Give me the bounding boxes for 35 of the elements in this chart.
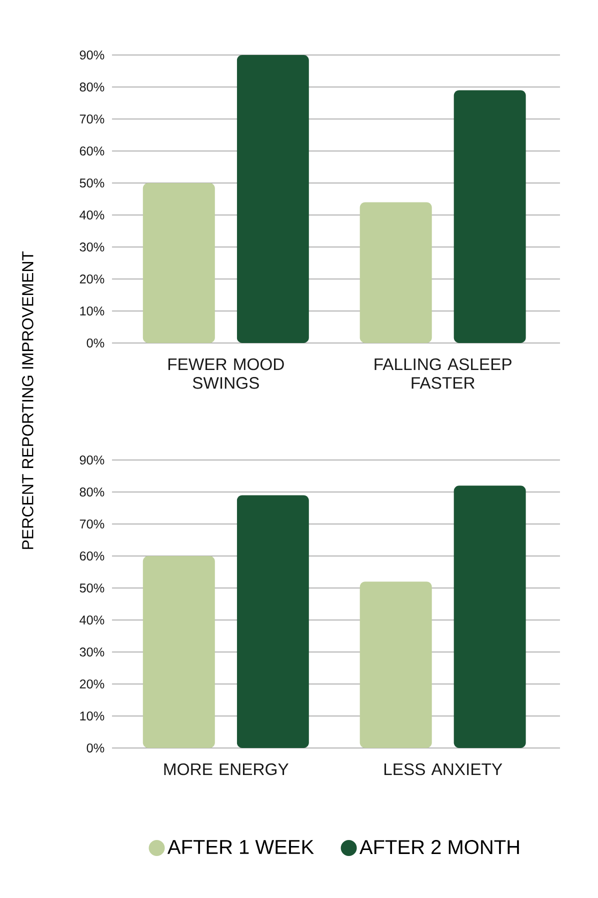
y-tick-label: 70% (80, 114, 104, 124)
x-tick-label: FEWER MOOD SWINGS (168, 358, 284, 389)
bar (236, 55, 309, 343)
y-tick-label: 60% (80, 146, 104, 156)
bar (360, 582, 432, 748)
bar (236, 495, 309, 748)
y-tick-label: 90% (80, 456, 104, 464)
y-tick-label: 80% (80, 82, 104, 92)
y-tick-label: 20% (80, 680, 104, 688)
x-tick-label: FALLING ASLEEP FASTER (374, 358, 512, 389)
x-tick-label: LESS ANXIETY (384, 763, 502, 776)
y-tick-label: 90% (80, 50, 104, 60)
y-tick-label: 10% (80, 712, 104, 720)
y-tick-label: 40% (80, 210, 104, 220)
y-tick-label: 50% (80, 178, 104, 188)
bar (142, 556, 215, 748)
y-tick-label: 0% (86, 744, 104, 752)
y-tick-label: 20% (80, 274, 104, 284)
y-tick-label: 70% (80, 520, 104, 528)
y-tick-label: 30% (80, 242, 104, 252)
y-tick-label: 40% (80, 616, 104, 624)
y-tick-label: 10% (80, 306, 104, 316)
legend-label: AFTER 2 MONTH (359, 840, 519, 854)
bar (142, 183, 215, 343)
bar (454, 486, 526, 748)
y-tick-label: 60% (80, 552, 104, 560)
y-axis-title: PERCENT REPORTING IMPROVEMENT (22, 251, 34, 549)
y-tick-label: 80% (80, 488, 104, 496)
y-tick-label: 50% (80, 584, 104, 592)
y-tick-label: 30% (80, 648, 104, 656)
x-tick-label: MORE ENERGY (164, 763, 288, 776)
bar (454, 90, 526, 343)
bar (360, 202, 432, 343)
legend-label: AFTER 1 WEEK (167, 840, 314, 854)
y-tick-label: 0% (86, 338, 104, 348)
